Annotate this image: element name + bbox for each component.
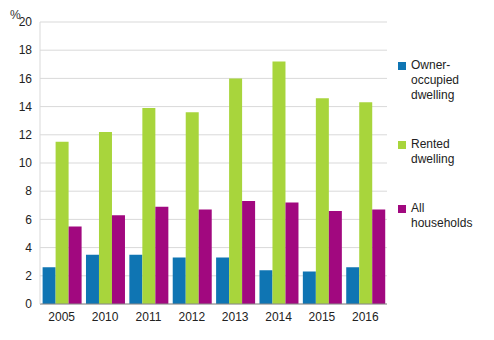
html-text:All households: All households [411,201,473,230]
svg-text:2015: 2015 [309,310,336,324]
html-text:Owner-occupied dwelling: Owner-occupied dwelling [411,58,459,102]
svg-text:2014: 2014 [265,310,292,324]
svg-text:14: 14 [19,100,33,114]
svg-text:10: 10 [19,156,33,170]
svg-text:2011: 2011 [136,310,162,324]
html-text:Rented dwelling: Rented dwelling [411,137,455,166]
svg-text:16: 16 [19,72,33,86]
svg-text:4: 4 [25,241,32,255]
svg-text:2012: 2012 [178,310,205,324]
svg-text:8: 8 [25,184,32,198]
svg-text:6: 6 [25,213,32,227]
svg-text:2: 2 [25,269,32,283]
svg-text:2016: 2016 [352,310,379,324]
svg-text:0: 0 [25,297,32,311]
svg-text:12: 12 [19,128,33,142]
svg-text:20: 20 [19,15,33,29]
svg-text:2010: 2010 [92,310,119,324]
svg-text:2013: 2013 [222,310,249,324]
svg-text:2005: 2005 [48,310,75,324]
svg-text:18: 18 [19,43,33,57]
